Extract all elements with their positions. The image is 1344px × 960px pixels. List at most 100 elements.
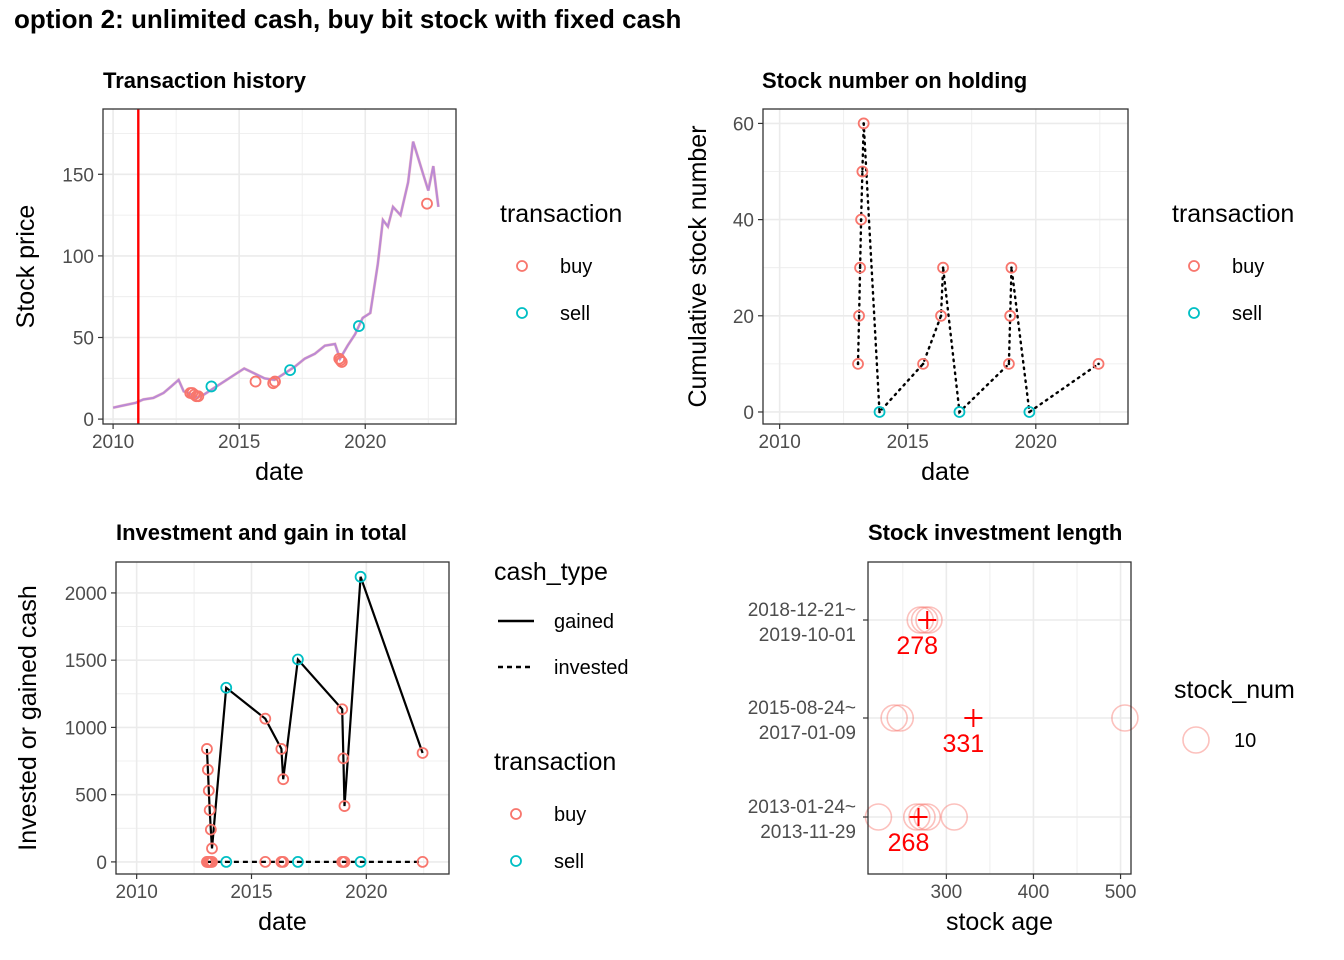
x-tick-label: 2015 bbox=[230, 882, 272, 903]
x-tick-label: 300 bbox=[931, 882, 963, 903]
point-buy bbox=[416, 855, 429, 868]
point-buy bbox=[855, 213, 868, 226]
legend-transaction: transaction buy sell bbox=[494, 748, 616, 873]
point-center bbox=[878, 410, 881, 414]
x-tick-label: 2020 bbox=[344, 432, 386, 453]
point-buy bbox=[1002, 357, 1015, 370]
x-tick-label: 500 bbox=[1105, 882, 1137, 903]
legend-label-sell: sell bbox=[554, 851, 584, 873]
y-tick-label: 2019-10-01 bbox=[759, 625, 856, 646]
panel-title: Transaction history bbox=[103, 68, 307, 93]
point-center bbox=[859, 218, 863, 221]
y-tick-label: 2017-01-09 bbox=[759, 723, 856, 744]
point-buy bbox=[201, 743, 213, 755]
panel-stock_number: Stock number on holding 2010 2015 2020 0 20 40… bbox=[684, 68, 1294, 486]
legend-key-sell bbox=[516, 307, 528, 319]
point-sell bbox=[220, 681, 233, 694]
point-buy bbox=[249, 375, 262, 388]
legend-label-buy: buy bbox=[1232, 256, 1264, 278]
point-buy bbox=[333, 352, 346, 365]
point-buy bbox=[275, 743, 288, 755]
point-center bbox=[939, 314, 943, 318]
y-tick-label: 2000 bbox=[65, 584, 107, 605]
panel-border bbox=[762, 108, 1129, 425]
legend-key-bubble bbox=[1182, 726, 1210, 754]
x-tick-label: 2010 bbox=[116, 882, 158, 903]
age-bubble bbox=[902, 803, 931, 831]
legend-label-sell: sell bbox=[1232, 303, 1262, 325]
point-center bbox=[1007, 362, 1011, 366]
panel-transaction_history: Transaction history 2010 2015 2020 0 50 100 150… bbox=[12, 68, 622, 486]
point-center bbox=[862, 122, 865, 125]
y-tick-label: 150 bbox=[62, 165, 94, 186]
point-sell bbox=[353, 320, 365, 332]
age-bubble bbox=[940, 803, 969, 831]
legend-key-buy bbox=[510, 808, 522, 820]
point-sell bbox=[291, 855, 304, 868]
point-buy bbox=[917, 357, 929, 370]
price-line-shadow bbox=[112, 141, 440, 410]
point-buy bbox=[259, 712, 272, 725]
mean-marker bbox=[909, 808, 928, 826]
legend-transaction: transaction buy sell bbox=[1172, 200, 1294, 325]
legend-label: 10 bbox=[1234, 730, 1256, 752]
point-buy bbox=[334, 354, 347, 367]
point-buy bbox=[421, 197, 433, 210]
point-buy bbox=[269, 375, 281, 388]
panel-border bbox=[115, 561, 450, 875]
point-center bbox=[861, 170, 864, 173]
point-center bbox=[1008, 314, 1012, 318]
legend-key-sell bbox=[1188, 307, 1200, 319]
mean-marker bbox=[918, 611, 937, 629]
point-sell bbox=[220, 855, 233, 868]
page-title: option 2: unlimited cash, buy bit stock … bbox=[14, 4, 681, 34]
price-line bbox=[112, 141, 440, 409]
legend-title: transaction bbox=[500, 200, 622, 228]
point-buy bbox=[338, 800, 351, 812]
point-buy bbox=[206, 855, 218, 868]
point-buy bbox=[1005, 261, 1018, 274]
y-tick-label: 0 bbox=[96, 853, 107, 874]
point-sell bbox=[1023, 406, 1036, 418]
x-tick-label: 2020 bbox=[345, 882, 387, 903]
y-axis-label: Cumulative stock number bbox=[684, 125, 712, 407]
age-bubble bbox=[886, 704, 915, 732]
y-tick-label: 0 bbox=[83, 410, 94, 431]
point-center bbox=[941, 266, 945, 270]
panel-title: Stock investment length bbox=[868, 520, 1122, 545]
point-buy bbox=[201, 763, 214, 776]
point-buy bbox=[416, 747, 429, 759]
panel-investment_length: Stock investment length 268 331 278 300 400 50… bbox=[748, 520, 1295, 936]
point-buy bbox=[852, 357, 864, 370]
y-axis-label: Invested or gained cash bbox=[14, 585, 42, 850]
point-sell bbox=[284, 364, 296, 377]
legend-label-buy: buy bbox=[560, 256, 592, 278]
point-buy bbox=[202, 784, 215, 797]
age-bubble bbox=[908, 803, 936, 831]
age-bubble bbox=[915, 606, 943, 634]
panel-investment_gain: Investment and gain in total 2010 2015 2020… bbox=[14, 520, 629, 936]
point-buy bbox=[337, 752, 350, 765]
point-center bbox=[1028, 410, 1031, 414]
age-bubble bbox=[910, 606, 939, 634]
point-buy bbox=[856, 165, 869, 178]
point-buy bbox=[1092, 357, 1105, 370]
point-center bbox=[1097, 362, 1100, 366]
point-buy bbox=[1004, 309, 1017, 322]
x-tick-label: 2010 bbox=[92, 432, 134, 453]
x-axis-label: stock age bbox=[946, 908, 1053, 936]
mean-label: 331 bbox=[943, 730, 985, 758]
legend-title: transaction bbox=[494, 748, 616, 776]
point-buy bbox=[204, 823, 217, 836]
y-tick-label: 40 bbox=[733, 211, 754, 232]
holding-line bbox=[856, 123, 1100, 415]
point-buy bbox=[277, 773, 290, 786]
grid bbox=[103, 109, 456, 424]
y-tick-label: 100 bbox=[62, 247, 94, 268]
x-tick-label: 2015 bbox=[218, 432, 260, 453]
point-buy bbox=[267, 377, 280, 390]
legend-key-sell bbox=[510, 855, 522, 867]
point-center bbox=[1010, 266, 1013, 270]
